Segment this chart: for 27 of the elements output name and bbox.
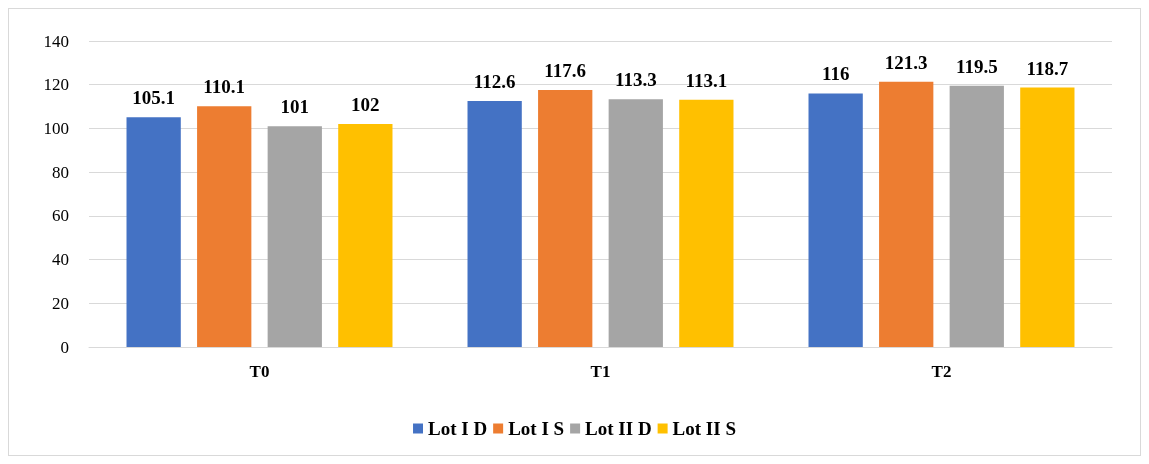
y-tick-label: 20 xyxy=(52,293,69,313)
y-tick-label: 80 xyxy=(52,162,69,182)
x-tick-label: T1 xyxy=(590,362,611,381)
y-tick-label: 120 xyxy=(43,75,69,95)
data-label: 121.3 xyxy=(884,51,928,73)
data-label: 102 xyxy=(351,94,380,116)
legend-label: Lot II S xyxy=(672,418,736,439)
x-tick-label: T2 xyxy=(931,362,952,381)
y-tick-label: 100 xyxy=(43,118,69,138)
data-label: 110.1 xyxy=(203,76,246,98)
data-label: 113.3 xyxy=(614,69,657,91)
y-tick-label: 0 xyxy=(60,337,69,357)
y-tick-label: 40 xyxy=(52,250,69,270)
data-label: 118.7 xyxy=(1026,57,1069,79)
y-tick-label: 60 xyxy=(52,206,69,226)
y-tick-label: 140 xyxy=(43,31,69,51)
x-tick-label: T0 xyxy=(249,362,270,381)
data-label: 112.6 xyxy=(473,70,516,92)
data-label: 101 xyxy=(280,96,310,118)
data-label: 113.1 xyxy=(685,69,728,91)
data-label: 105.1 xyxy=(132,87,176,109)
data-label: 116 xyxy=(821,63,850,85)
legend-label: Lot II D xyxy=(585,418,652,439)
data-label: 119.5 xyxy=(955,55,998,77)
legend-label: Lot I D xyxy=(428,418,488,439)
legend-label: Lot I S xyxy=(508,418,565,439)
data-label: 117.6 xyxy=(544,59,587,81)
